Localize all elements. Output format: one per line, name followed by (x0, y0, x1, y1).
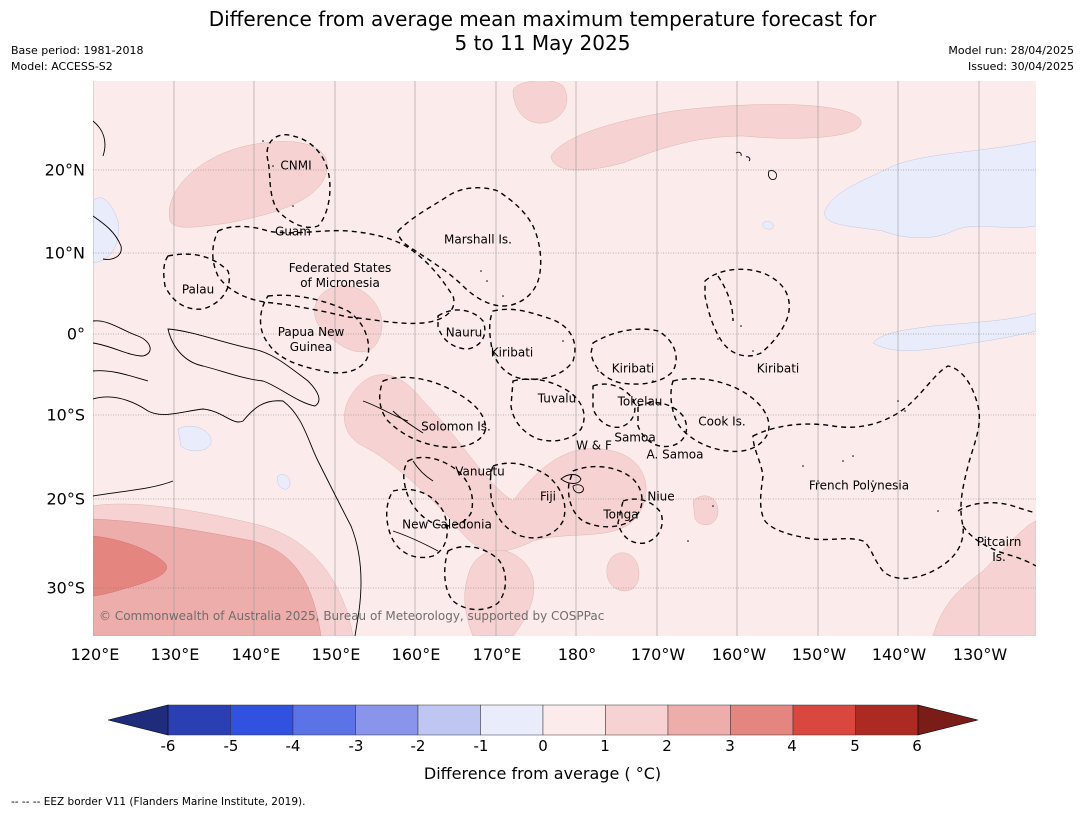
lon-label: 140°E (231, 645, 281, 664)
small-islands (262, 140, 939, 542)
model-name: Model: ACCESS-S2 (11, 60, 113, 73)
lon-label: 160°W (711, 645, 767, 664)
copyright-notice: © Commonwealth of Australia 2025, Bureau… (99, 609, 605, 623)
colorbar-segment (355, 704, 419, 736)
region-label-fiji: Fiji (539, 489, 557, 504)
footer-note: -- -- -- EEZ border V11 (Flanders Marine… (11, 796, 306, 808)
colorbar-tick: -5 (223, 737, 239, 755)
colorbar-tick: 5 (850, 737, 860, 755)
colorbar-tick: -4 (285, 737, 301, 755)
colorbar-tick: 2 (662, 737, 672, 755)
colorbar-segment (292, 704, 356, 736)
colorbar-label: Difference from average ( °C) (423, 764, 662, 783)
region-label-kiribati-west: Kiribati (490, 345, 534, 360)
colorbar-tick: -3 (348, 737, 364, 755)
region-label-niue: Niue (647, 489, 675, 504)
colorbar-under-arrow (108, 704, 169, 736)
colorbar-tick: 0 (538, 737, 548, 755)
region-label-cook: Cook Is. (698, 414, 746, 429)
colorbar-segment (667, 704, 731, 736)
region-label-tokelau: Tokelau (617, 394, 663, 409)
colorbar-tick: 1 (600, 737, 610, 755)
map-panel (93, 81, 1036, 636)
region-label-new-caledonia: New Caledonia (402, 517, 492, 532)
region-label-marshall: Marshall Is. (444, 232, 512, 247)
map-svg (93, 81, 1036, 636)
lat-label: 10°S (46, 405, 85, 425)
lat-label: 0° (66, 324, 85, 344)
colorbar-tick: 6 (912, 737, 922, 755)
region-label-vanuatu: Vanuatu (455, 464, 505, 479)
lon-label: 130°W (952, 645, 1008, 664)
region-label-pitcairn: Pitcairn Is. (976, 535, 1022, 564)
region-label-kiribati-central: Kiribati (611, 361, 655, 376)
colorbar-segment (792, 704, 856, 736)
region-label-tonga: Tonga (603, 507, 639, 522)
region-label-samoa: Samoa (614, 430, 656, 445)
chart-title: Difference from average mean maximum tem… (0, 7, 1085, 55)
anomaly-2-3 (93, 518, 322, 636)
colorbar-tick: -1 (473, 737, 489, 755)
region-label-nauru: Nauru (445, 325, 483, 340)
region-label-fsm: Federated States of Micronesia (288, 261, 392, 290)
eez-borders (163, 134, 1036, 611)
base-period: Base period: 1981-2018 (11, 44, 144, 57)
region-label-kiribati-east: Kiribati (756, 361, 800, 376)
issued-date: Issued: 30/04/2025 (967, 60, 1074, 73)
colorbar-over-arrow (917, 704, 978, 736)
lat-label: 30°S (46, 578, 85, 598)
lon-label: 150°E (311, 645, 361, 664)
lon-label: 160°E (391, 645, 441, 664)
colorbar-tick: -2 (410, 737, 426, 755)
model-info: Base period: 1981-2018 Model: ACCESS-S2 (11, 43, 143, 75)
colorbar-tick: 3 (725, 737, 735, 755)
anomaly-neg (93, 140, 1036, 490)
colorbar-segment (167, 704, 231, 736)
colorbar-segment (417, 704, 481, 736)
latitude-lines (93, 169, 1036, 589)
lon-label: 140°W (871, 645, 927, 664)
lon-label: 170°E (472, 645, 522, 664)
lat-label: 20°N (44, 160, 85, 180)
region-label-png: Papua New Guinea (277, 325, 345, 354)
lat-label: 20°S (46, 489, 85, 509)
run-info: Model run: 28/04/2025 Issued: 30/04/2025 (948, 43, 1074, 75)
lon-label: 170°W (630, 645, 686, 664)
lon-label: 120°E (70, 645, 120, 664)
colorbar-segment (605, 704, 669, 736)
colorbar-tick: 4 (787, 737, 797, 755)
model-run: Model run: 28/04/2025 (948, 44, 1074, 57)
lon-label: 150°W (791, 645, 847, 664)
colorbar (108, 704, 978, 736)
colorbar-segments (167, 704, 919, 736)
region-label-wallis-futuna: W & F (576, 438, 612, 453)
colorbar-segment (230, 704, 294, 736)
colorbar-segment (542, 704, 606, 736)
region-label-french-polynesia: French Polynesia (808, 478, 910, 493)
region-label-american-samoa: A. Samoa (646, 447, 704, 462)
coastlines (93, 120, 778, 636)
colorbar-segment (480, 704, 544, 736)
title-line-2: 5 to 11 May 2025 (454, 31, 631, 55)
region-label-cnmi: CNMI (280, 158, 312, 173)
colorbar-segment (730, 704, 794, 736)
graticule (93, 81, 980, 636)
region-label-tuvalu: Tuvalu (537, 391, 577, 406)
lat-label: 10°N (44, 243, 85, 263)
region-label-solomon: Solomon Is. (421, 419, 491, 434)
lon-label: 130°E (150, 645, 200, 664)
colorbar-segment (855, 704, 919, 736)
lon-label: 180° (557, 645, 597, 664)
region-label-guam: Guam (275, 224, 311, 239)
region-label-palau: Palau (181, 282, 215, 297)
title-line-1: Difference from average mean maximum tem… (208, 7, 877, 31)
anomaly-3-4 (93, 535, 167, 597)
colorbar-tick: -6 (160, 737, 176, 755)
